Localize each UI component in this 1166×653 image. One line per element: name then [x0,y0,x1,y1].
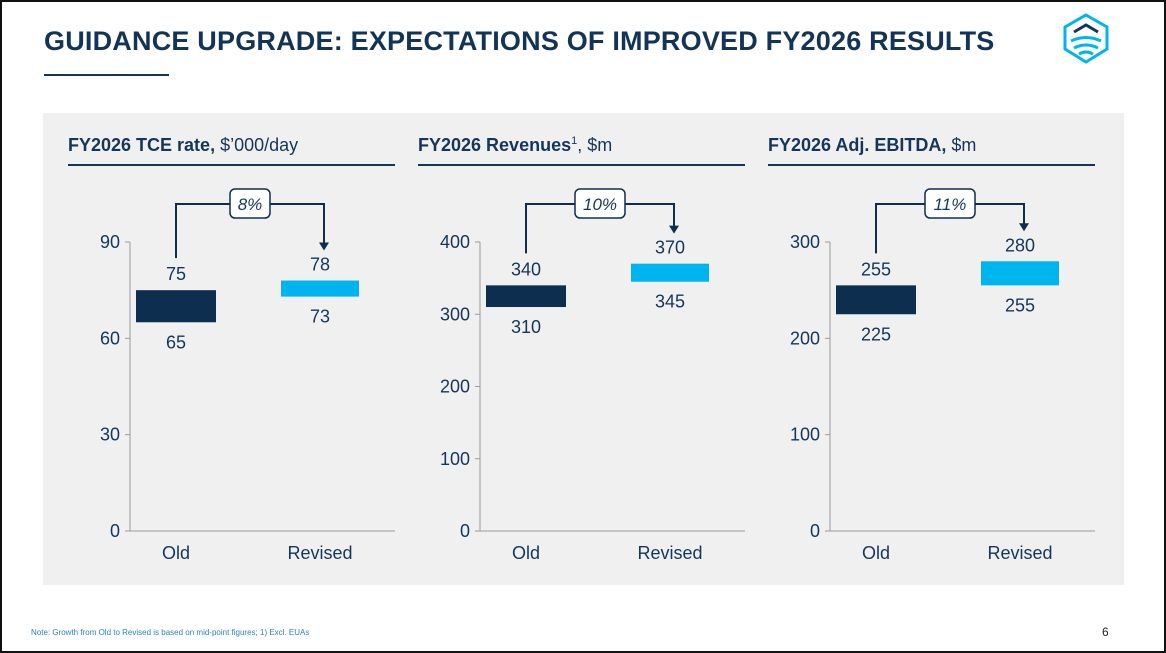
y-tick-label: 100 [790,425,820,445]
chart-title-footnote: 1 [571,135,578,147]
company-logo-icon [1063,13,1109,64]
chart-svg: 0 30 60 90 75 65 Old 78 73 Revised 8% [100,188,395,563]
data-label-high: 255 [861,259,891,279]
data-label-high: 340 [511,259,541,279]
data-label-low: 345 [655,292,685,312]
chart-title-rule [68,164,395,166]
chart-title-unit: $m [946,135,977,155]
chart-revenues: FY2026 Revenues1, $m 0 100 200 300 400 340 310… [418,113,758,585]
footnote: Note: Growth from Old to Revised is base… [31,628,310,637]
range-bar [631,263,709,282]
y-tick-label: 60 [100,328,120,348]
chart-tce-rate: FY2026 TCE rate, $’000/day 0 30 60 90 75 65 Ol… [68,113,408,585]
range-bar [136,290,216,323]
chart-title: FY2026 Revenues1, $m [418,135,612,156]
range-bar [836,285,916,315]
x-tick-label: Revised [987,543,1052,563]
growth-badge [229,188,271,219]
y-tick-label: 300 [790,232,820,252]
chart-title-bold: FY2026 TCE rate, [68,135,216,155]
y-tick-label: 400 [440,232,470,252]
chart-title-rule [768,164,1095,166]
y-tick-label: 200 [440,377,470,397]
x-tick-label: Old [162,543,190,563]
data-label-low: 310 [511,317,541,337]
y-tick-label: 30 [100,425,120,445]
x-tick-label: Old [512,543,540,563]
chart-title-bold: FY2026 Revenues [418,135,572,155]
chart-svg: 0 100 200 300 255 225 Old 280 255 Revised 11% [790,188,1095,563]
y-tick-label: 200 [790,328,820,348]
chart-title-unit: $’000/day [215,135,299,155]
y-tick-label: 0 [460,521,470,541]
range-bar [981,261,1059,286]
chart-title-bold: FY2026 Adj. EBITDA, [768,135,947,155]
growth-label: 11% [934,195,967,214]
data-label-high: 280 [1005,235,1035,255]
growth-label: 10% [583,195,617,214]
y-tick-label: 90 [100,232,120,252]
x-tick-label: Revised [287,543,352,563]
charts-panel: FY2026 TCE rate, $’000/day 0 30 60 90 75 65 Ol… [43,113,1124,585]
y-tick-label: 100 [440,449,470,469]
data-label-low: 65 [166,332,186,352]
y-tick-label: 0 [810,521,820,541]
range-bar [486,285,566,308]
y-tick-label: 300 [440,304,470,324]
x-tick-label: Old [862,543,890,563]
growth-badge [574,188,626,219]
data-label-high: 370 [655,238,685,258]
data-label-low: 255 [1005,295,1035,315]
data-label-low: 225 [861,324,891,344]
page-title: GUIDANCE UPGRADE: EXPECTATIONS OF IMPROV… [44,26,995,56]
growth-arrowhead [1019,223,1029,232]
data-label-low: 73 [310,307,330,327]
chart-title-unit: , $m [577,135,613,155]
growth-label: 8% [238,195,263,214]
chart-adj-ebitda: FY2026 Adj. EBITDA, $m 0 100 200 300 255 225 O… [768,113,1108,585]
title-underline [44,74,169,76]
chart-title: FY2026 Adj. EBITDA, $m [768,135,976,156]
growth-arrowhead [319,242,329,251]
data-label-high: 75 [166,264,186,284]
data-label-high: 78 [310,255,330,275]
chart-title: FY2026 TCE rate, $’000/day [68,135,298,156]
chart-svg: 0 100 200 300 400 340 310 Old 370 345 Revised 10% [440,188,745,563]
x-tick-label: Revised [637,543,702,563]
growth-badge [924,188,976,219]
growth-arrowhead [669,225,679,234]
chart-title-rule [418,164,745,166]
page-number: 6 [1102,625,1109,639]
y-tick-label: 0 [110,521,120,541]
range-bar [281,280,359,297]
